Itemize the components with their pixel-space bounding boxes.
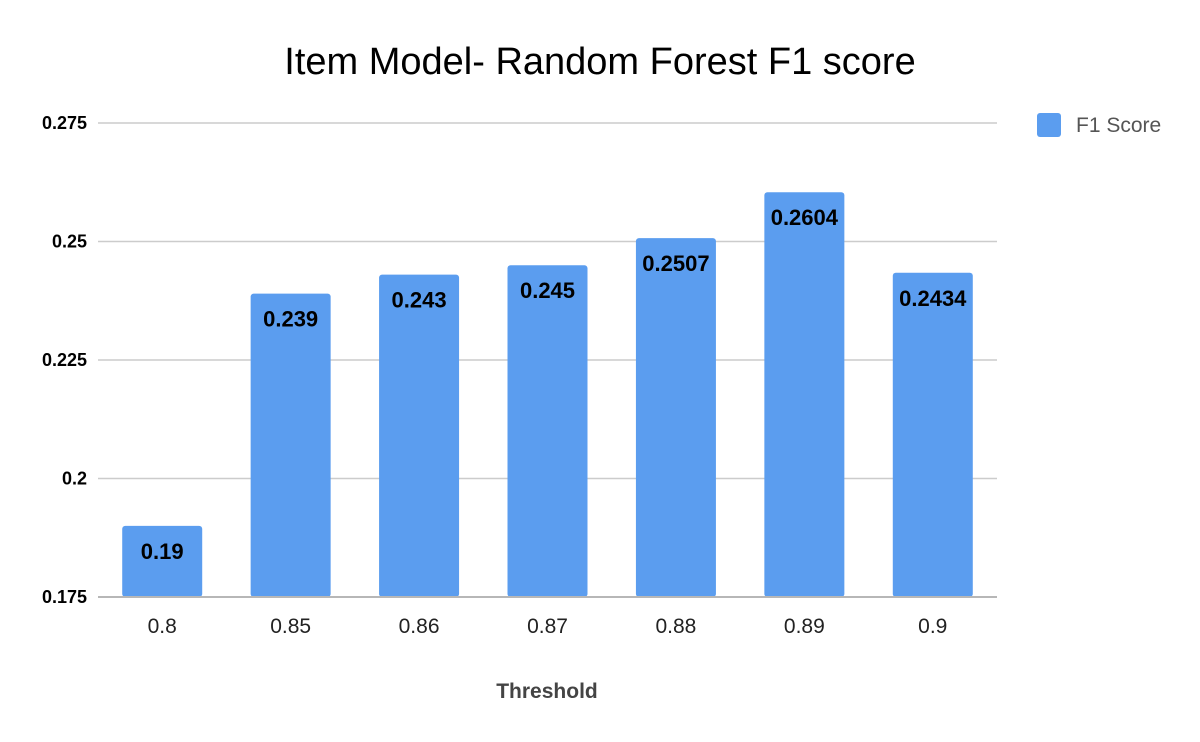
data-label-0.87: 0.245 <box>520 278 575 303</box>
y-tick-label: 0.275 <box>42 113 87 133</box>
x-axis-ticks: 0.8 0.85 0.86 0.87 0.88 0.89 0.9 <box>148 615 948 638</box>
chart-title: Item Model- Random Forest F1 score <box>284 41 915 83</box>
bar-0.8 <box>122 525 203 597</box>
x-tick-label: 0.86 <box>399 615 440 638</box>
data-label-0.8: 0.19 <box>141 539 184 564</box>
data-labels: 0.19 0.239 0.243 0.245 0.2507 0.2604 0.2434 <box>141 205 967 564</box>
legend-swatch-f1-score <box>1037 113 1061 137</box>
bar-0.85 <box>250 293 331 597</box>
data-label-0.85: 0.239 <box>263 307 318 332</box>
legend: F1 Score <box>1037 113 1161 137</box>
y-tick-label: 0.2 <box>62 469 87 489</box>
x-tick-label: 0.87 <box>527 615 568 638</box>
bar-0.89 <box>764 192 845 598</box>
legend-label-f1-score: F1 Score <box>1076 114 1161 137</box>
x-tick-label: 0.85 <box>270 615 311 638</box>
bars <box>122 192 973 598</box>
y-axis-ticks: 0.175 0.2 0.225 0.25 0.275 <box>42 113 87 607</box>
data-label-0.88: 0.2507 <box>642 251 709 276</box>
data-label-0.89: 0.2604 <box>771 205 839 230</box>
bar-0.88 <box>635 238 716 597</box>
x-tick-label: 0.88 <box>655 615 696 638</box>
y-tick-label: 0.175 <box>42 587 87 607</box>
bar-0.86 <box>379 274 460 597</box>
bar-0.9 <box>892 272 973 597</box>
bar-0.87 <box>507 265 588 597</box>
data-label-0.9: 0.2434 <box>899 286 967 311</box>
x-tick-label: 0.9 <box>918 615 947 638</box>
data-label-0.86: 0.243 <box>392 288 447 313</box>
x-axis-title: Threshold <box>496 680 598 703</box>
y-tick-label: 0.25 <box>52 232 87 252</box>
x-tick-label: 0.89 <box>784 615 825 638</box>
y-tick-label: 0.225 <box>42 350 87 370</box>
x-tick-label: 0.8 <box>148 615 177 638</box>
